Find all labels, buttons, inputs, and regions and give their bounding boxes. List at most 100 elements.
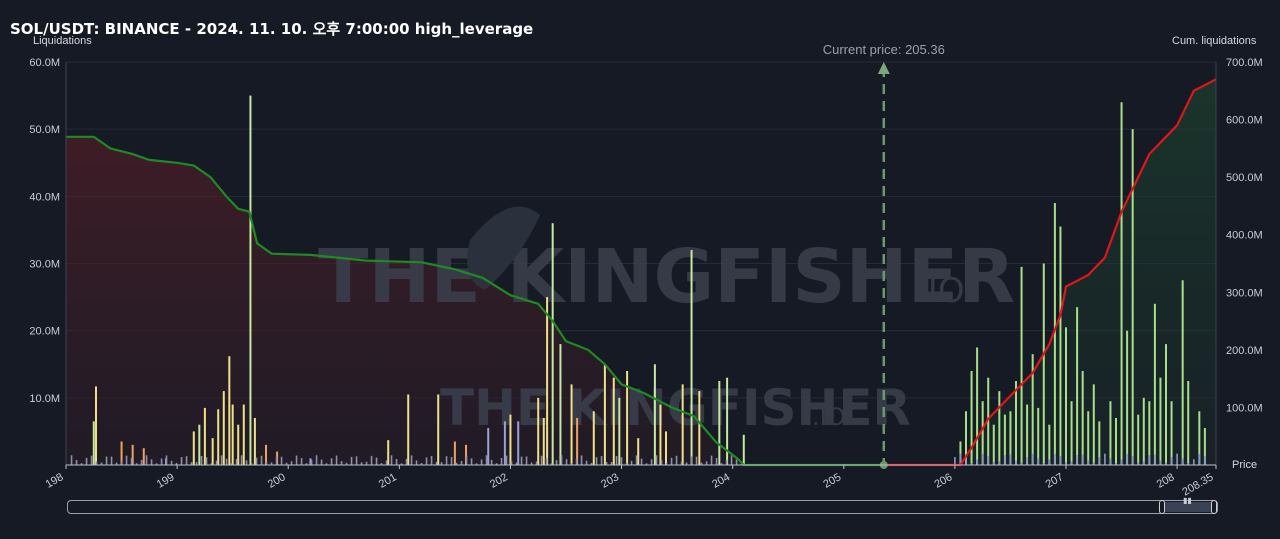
liquidation-bar	[265, 444, 267, 465]
small-bar	[480, 459, 483, 465]
small-bar	[160, 458, 163, 465]
small-bar	[1070, 461, 1073, 465]
small-bar	[645, 463, 648, 465]
scroll-thumb[interactable]: ▮▮	[1159, 496, 1217, 514]
liquidation-bar	[487, 428, 490, 465]
x-tick-label: 199	[155, 471, 177, 491]
small-bar	[600, 456, 603, 465]
small-bar	[725, 459, 728, 465]
small-bar	[1037, 458, 1040, 465]
small-bar	[235, 459, 238, 465]
small-bar	[110, 456, 113, 465]
small-bar	[970, 462, 973, 465]
liquidation-bar	[992, 424, 995, 465]
small-bar	[1104, 453, 1106, 465]
small-bar	[570, 463, 573, 465]
y-tick-right: 300.0M	[1226, 287, 1263, 299]
x-tick-label: 200	[266, 471, 288, 491]
liquidation-bar	[976, 347, 979, 465]
small-bar	[105, 456, 108, 465]
small-bar	[595, 457, 598, 465]
liquidation-bar	[217, 409, 220, 465]
small-bar	[175, 462, 178, 465]
small-bar	[75, 460, 78, 465]
scroll-handle-left[interactable]	[1159, 500, 1165, 514]
liquidation-bar	[626, 370, 629, 465]
small-bar	[80, 463, 83, 465]
liquidation-bar	[690, 250, 693, 465]
liquidation-bar	[726, 377, 729, 465]
current-price-label: Current price: 205.36	[823, 42, 945, 57]
small-bar	[170, 460, 173, 465]
current-price-arrow	[877, 62, 890, 74]
small-bar	[1081, 454, 1084, 465]
small-bar	[135, 463, 138, 465]
small-bar	[465, 455, 468, 465]
liquidation-bar	[1048, 424, 1051, 465]
small-bar	[330, 458, 333, 465]
small-bar	[380, 463, 383, 465]
small-bar	[335, 455, 338, 465]
small-bar	[660, 460, 663, 465]
x-tick-label: 208	[1155, 471, 1177, 491]
small-bar	[210, 462, 213, 465]
liquidation-bar	[998, 391, 1001, 465]
scroll-handle-right[interactable]	[1211, 500, 1217, 514]
small-bar	[150, 459, 153, 465]
small-bar	[410, 455, 413, 465]
small-bar	[1159, 460, 1162, 465]
liquidation-bar	[1037, 407, 1040, 465]
small-bar	[300, 458, 303, 465]
small-bar	[390, 455, 393, 465]
small-bar	[440, 462, 443, 465]
small-bar	[120, 461, 123, 465]
y-tick-right: 500.0M	[1226, 172, 1263, 184]
liquidation-bar	[142, 448, 145, 465]
y-ticks-right: 700.0M 600.0M 500.0M 400.0M 300.0M 200.0M 100.…	[1226, 57, 1263, 414]
small-bar	[1020, 462, 1023, 465]
small-bar	[605, 462, 608, 465]
liquidation-bar	[681, 384, 684, 465]
x-axis-label: Price	[1232, 459, 1257, 471]
small-bar	[1098, 457, 1101, 465]
chart-scrollbar[interactable]: ▮▮	[67, 496, 1218, 514]
small-bar	[405, 458, 408, 465]
small-bar	[255, 457, 258, 465]
cum-short-area	[66, 136, 884, 466]
liquidation-bar	[222, 391, 225, 465]
small-bar	[615, 456, 618, 465]
small-bar	[575, 458, 578, 465]
small-bar	[385, 460, 388, 465]
small-bar	[965, 458, 967, 465]
liquidation-bar	[453, 441, 456, 465]
liquidation-bar	[1098, 421, 1101, 465]
liquidation-bar	[970, 370, 973, 465]
small-bar	[690, 456, 693, 465]
small-bar	[590, 462, 593, 465]
liquidation-bar	[95, 386, 97, 465]
small-bar	[250, 463, 253, 465]
small-bar	[610, 461, 613, 465]
small-bar	[735, 459, 738, 465]
small-bar	[260, 455, 263, 465]
small-bar	[270, 462, 273, 465]
liquidation-bar	[1009, 411, 1012, 465]
y-tick-left: 50.0M	[29, 124, 60, 136]
small-bar	[1170, 457, 1173, 465]
liquidation-bar	[1081, 370, 1084, 465]
liquidation-bar	[503, 421, 506, 465]
y-tick-right: 400.0M	[1226, 230, 1263, 242]
small-bar	[620, 457, 623, 465]
small-bar	[240, 455, 243, 465]
small-bar	[565, 459, 568, 465]
grip-icon: ▮▮	[1183, 496, 1192, 505]
small-bar	[230, 463, 233, 465]
small-bar	[545, 457, 548, 465]
small-bar	[1048, 459, 1051, 465]
small-bar	[665, 463, 668, 465]
liquidation-bar	[1026, 404, 1029, 465]
small-bar	[1148, 455, 1151, 465]
small-bar	[640, 458, 643, 465]
y-tick-left: 30.0M	[29, 259, 60, 271]
small-bar	[1126, 453, 1128, 465]
